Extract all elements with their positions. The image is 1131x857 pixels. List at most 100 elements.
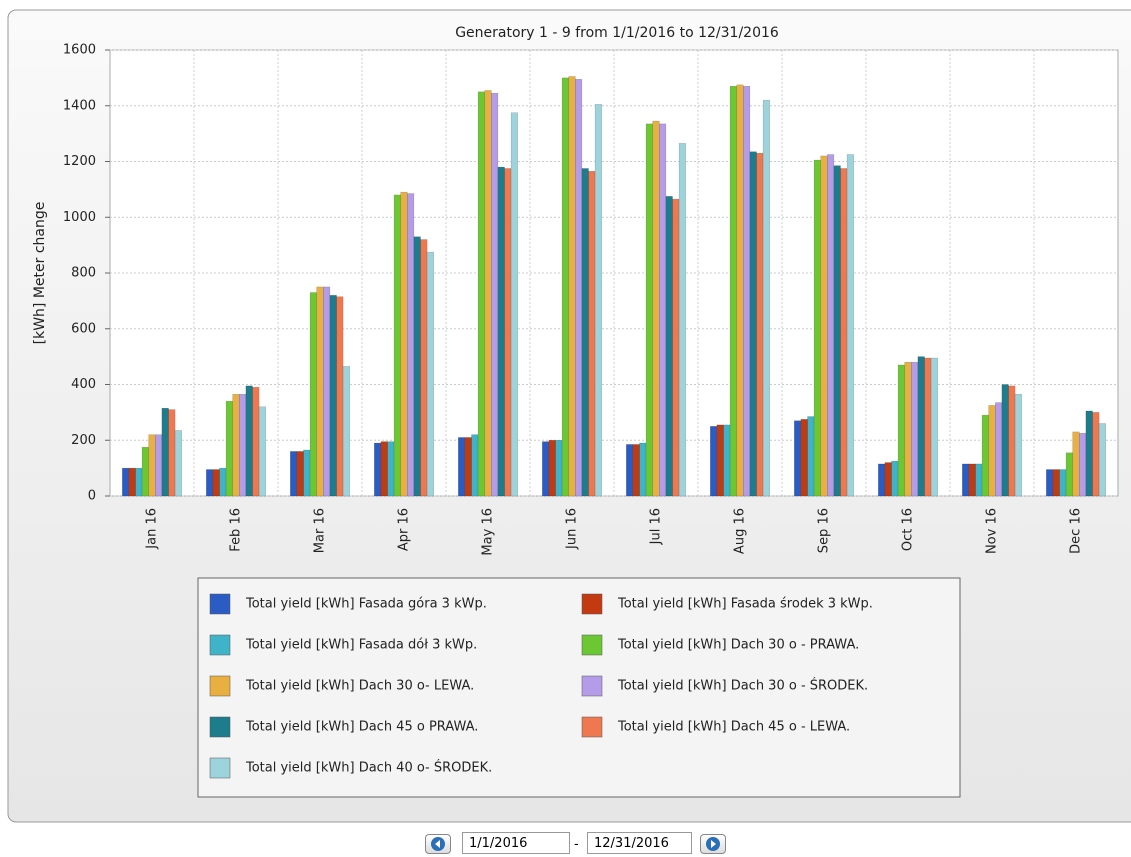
bar [258,406,266,497]
legend-swatch [209,593,231,615]
bar [723,424,731,497]
bar [678,143,686,497]
bar [652,120,660,497]
bar [911,361,919,497]
bar [336,296,344,497]
bar [813,159,821,497]
bar [309,292,317,497]
bar [659,123,667,497]
y-tick-label: 1000 [63,210,96,225]
y-tick-label: 1200 [63,154,96,169]
y-tick-label: 1600 [63,43,96,58]
bar [484,90,492,497]
bar [426,251,434,497]
legend [197,577,961,798]
legend-label: Total yield [kWh] Fasada góra 3 kWp. [245,597,487,612]
bar [329,295,337,497]
y-tick-label: 600 [71,321,96,336]
bar [413,236,421,497]
bar [504,168,512,497]
bar [762,99,770,497]
to-date[interactable]: 12/31/2016 [587,832,692,854]
bar [497,166,505,497]
legend-swatch [209,675,231,697]
bar [135,467,143,497]
bar [458,437,466,497]
bar [141,446,149,497]
date-separator: - [574,837,579,852]
from-date[interactable]: 1/1/2016 [462,832,570,854]
bar [1065,452,1073,497]
y-tick-label: 0 [88,489,96,504]
bar [975,463,983,497]
bar [968,463,976,497]
bar [323,286,331,497]
bar [897,364,905,497]
legend-label: Total yield [kWh] Dach 30 o- LEWA. [245,679,474,694]
x-tick-label: Feb 16 [229,508,244,552]
bar [594,104,602,497]
bar [206,469,214,497]
y-tick-label: 200 [71,433,96,448]
bar [1001,384,1009,497]
bar [1059,469,1067,497]
bar [891,460,899,497]
bar [510,112,518,497]
bar [239,394,247,497]
bar [917,356,925,497]
bar [491,92,499,497]
x-tick-label: Aug 16 [733,508,748,554]
bar [581,168,589,497]
bar [930,357,938,497]
x-tick-label: Nov 16 [985,508,1000,554]
bar [555,440,563,497]
legend-swatch [209,716,231,738]
bar [161,407,169,497]
prev-icon [431,837,445,851]
bar [794,420,802,497]
bar [1052,469,1060,497]
bar [122,467,130,497]
legend-swatch [581,634,603,656]
bar [400,191,408,497]
chart-title: Generatory 1 - 9 from 1/1/2016 to 12/31/… [455,25,779,41]
x-tick-label: Apr 16 [397,508,412,551]
bar [743,85,751,497]
next-icon [706,837,720,851]
y-axis-label: [kWh] Meter change [32,202,48,345]
bar [833,165,841,497]
bar [749,151,757,497]
bar [736,84,744,497]
legend-label: Total yield [kWh] Fasada dół 3 kWp. [245,638,477,653]
x-tick-label: Jan 16 [145,508,160,550]
bar [387,441,395,497]
bar [342,366,350,497]
bar [756,152,764,497]
bar [128,467,136,497]
x-tick-label: Oct 16 [901,508,916,551]
bar [245,385,253,497]
next-button[interactable] [700,834,726,854]
bar [995,402,1003,497]
bar [884,462,892,497]
bar [174,430,182,497]
bar [626,444,634,497]
bar [924,357,932,497]
bar [981,414,989,497]
bar [846,154,854,497]
legend-label: Total yield [kWh] Fasada środek 3 kWp. [617,597,873,612]
x-tick-label: Sep 16 [817,508,832,553]
bar [1098,423,1106,497]
bar [168,409,176,497]
legend-swatch [581,593,603,615]
prev-button[interactable] [425,834,451,854]
bar [225,400,233,497]
bar [716,424,724,497]
bar [827,154,835,497]
bar [840,168,848,497]
legend-label: Total yield [kWh] Dach 45 o PRAWA. [245,720,478,735]
bar [296,451,304,497]
bar [374,442,382,497]
x-tick-label: Jul 16 [649,508,664,545]
bar [800,419,808,497]
